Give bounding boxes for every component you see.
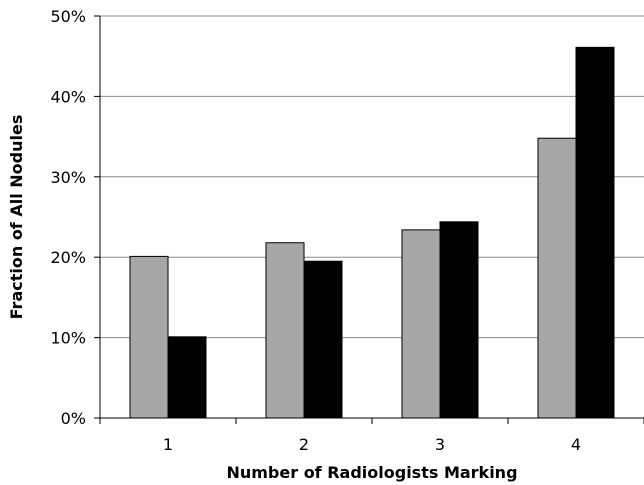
y-axis-ticks: 0% 10% 20% 30% 40% 50% bbox=[50, 7, 100, 428]
y-tick-label: 50% bbox=[50, 7, 86, 26]
y-tick-label: 20% bbox=[50, 248, 86, 267]
y-tick-label: 10% bbox=[50, 329, 86, 348]
bar-series-1-category-4 bbox=[537, 137, 577, 419]
bar-series-2-category-4 bbox=[575, 46, 615, 419]
bars bbox=[129, 46, 615, 419]
bar-series-1-category-1 bbox=[129, 255, 169, 419]
bar-series-2-category-1 bbox=[167, 336, 207, 419]
x-axis-ticks: 1 2 3 4 bbox=[99, 418, 644, 454]
y-tick-label: 30% bbox=[50, 168, 86, 187]
y-tick-label: 0% bbox=[61, 409, 86, 428]
y-tick-label: 40% bbox=[50, 87, 86, 106]
x-tick-label: 1 bbox=[163, 435, 173, 454]
x-tick-label: 3 bbox=[435, 435, 445, 454]
x-tick-label: 2 bbox=[299, 435, 309, 454]
bar-series-1-category-3 bbox=[401, 229, 441, 419]
y-axis-title: Fraction of All Nodules bbox=[7, 115, 26, 320]
bar-series-2-category-3 bbox=[439, 221, 479, 419]
x-axis-title: Number of Radiologists Marking bbox=[226, 463, 517, 482]
bar-series-2-category-2 bbox=[303, 260, 343, 419]
x-tick-label: 4 bbox=[571, 435, 581, 454]
bar-series-1-category-2 bbox=[265, 242, 305, 419]
